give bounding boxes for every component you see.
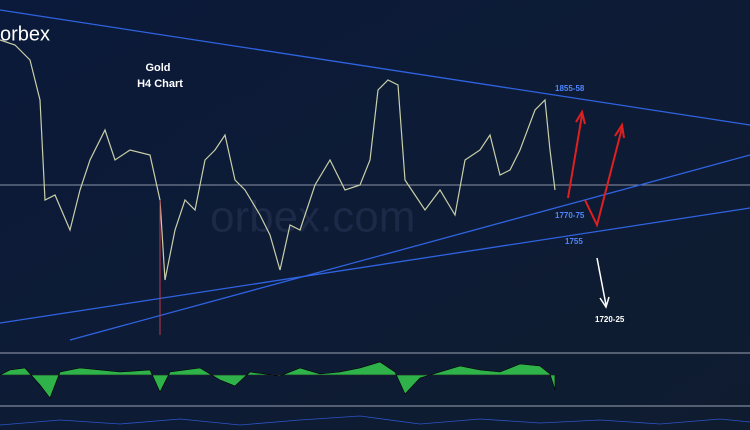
arrow bbox=[567, 114, 583, 199]
trendline bbox=[69, 154, 750, 341]
title: Gold bbox=[145, 62, 170, 74]
indicator-line bbox=[0, 415, 750, 426]
arrow-head bbox=[614, 122, 625, 139]
level-label: 1855-58 bbox=[555, 84, 585, 93]
logo: orbex bbox=[0, 23, 50, 45]
arrow bbox=[596, 257, 607, 306]
price-line bbox=[0, 39, 556, 281]
watermark: orbex.com bbox=[210, 193, 415, 242]
trendline bbox=[0, 207, 750, 324]
trendline bbox=[0, 9, 750, 126]
level-label: 1770-75 bbox=[555, 211, 585, 220]
oscillator bbox=[0, 361, 556, 399]
arrow-head bbox=[599, 296, 610, 309]
arrow-head bbox=[575, 109, 586, 125]
level-label: 1755 bbox=[565, 237, 583, 246]
subtitle: H4 Chart bbox=[137, 78, 183, 90]
arrow bbox=[584, 127, 623, 228]
level-label: 1720-25 bbox=[595, 315, 625, 324]
